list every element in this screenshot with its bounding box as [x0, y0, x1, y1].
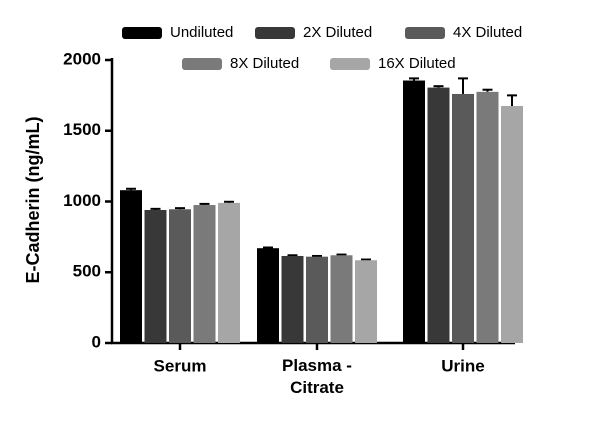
y-tick-label: 1500 [63, 120, 101, 139]
legend-swatch [122, 27, 162, 39]
x-tick-label: Plasma - Citrate [282, 356, 352, 397]
bar [501, 105, 523, 343]
x-tick-label: Serum [154, 356, 207, 375]
legend-label: 4X Diluted [453, 24, 522, 41]
y-tick-label: 1000 [63, 191, 101, 210]
legend-swatch [330, 58, 370, 70]
bar [427, 87, 450, 343]
bar [452, 93, 474, 344]
bar [330, 255, 353, 343]
y-tick-label: 2000 [63, 49, 101, 68]
bar [144, 209, 167, 343]
legend-swatch [405, 27, 445, 39]
y-axis-label: E-Cadherin (ng/mL) [23, 117, 43, 284]
bar [355, 260, 377, 343]
legend-label: 16X Diluted [378, 55, 456, 72]
bar [403, 80, 425, 343]
y-tick-label: 0 [92, 332, 101, 351]
x-tick-label: Urine [441, 356, 484, 375]
bar [281, 255, 304, 343]
legend-swatch [182, 58, 222, 70]
legend-label: Undiluted [170, 24, 233, 41]
legend-label: 8X Diluted [230, 55, 299, 72]
legend-swatch [255, 27, 295, 39]
bar [257, 248, 279, 343]
bar [120, 190, 142, 343]
bar [306, 256, 328, 343]
bar [193, 205, 216, 343]
bar [476, 91, 499, 344]
bar [169, 209, 191, 343]
bar [218, 202, 240, 343]
x-tick-label-line: Citrate [290, 378, 344, 397]
legend-label: 2X Diluted [303, 24, 372, 41]
y-tick-label: 500 [73, 262, 101, 281]
x-tick-label-line: Plasma - [282, 356, 352, 375]
